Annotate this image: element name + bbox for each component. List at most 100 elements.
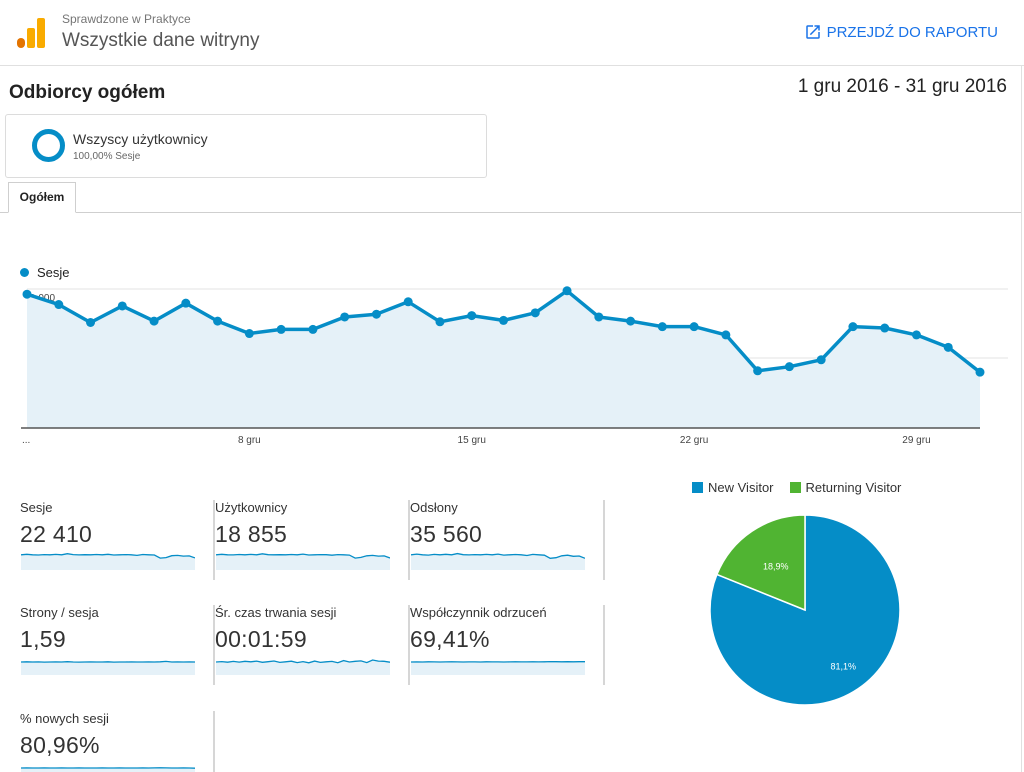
- pie-legend[interactable]: New Visitor Returning Visitor: [692, 480, 901, 495]
- segment-card[interactable]: Wszyscy użytkownicy 100,00% Sesje: [5, 114, 487, 178]
- data-point-day-14[interactable]: [435, 317, 445, 327]
- returning-visitor-label: Returning Visitor: [805, 480, 902, 495]
- go-to-report-label: PRZEJDŹ DO RAPORTU: [826, 23, 998, 41]
- data-point-day-26[interactable]: [816, 355, 826, 365]
- data-point-day-20[interactable]: [626, 316, 636, 326]
- metric-label: % nowych sesji: [20, 711, 109, 726]
- data-point-day-13[interactable]: [403, 297, 413, 307]
- pie-legend-new[interactable]: New Visitor: [692, 480, 774, 495]
- go-to-report-link[interactable]: PRZEJDŹ DO RAPORTU: [804, 23, 998, 41]
- data-point-day-31[interactable]: [975, 367, 985, 377]
- data-point-day-17[interactable]: [530, 308, 540, 318]
- sparkline-area: [21, 767, 195, 772]
- metric-value: 80,96%: [20, 732, 100, 758]
- pie-slice-label: 81,1%: [831, 662, 857, 672]
- x-tick-label: 8 gru: [238, 435, 261, 446]
- metric-sparkline: [411, 660, 585, 675]
- data-point-day-2[interactable]: [54, 300, 64, 310]
- data-point-day-5[interactable]: [149, 316, 159, 326]
- x-tick-label: 29 gru: [902, 435, 930, 446]
- metric-separator: [213, 711, 215, 772]
- sparkline-area: [216, 553, 390, 570]
- metric-separator: [603, 500, 605, 580]
- pie-slice-returning-visitor[interactable]: [715, 514, 806, 612]
- metric-sparkline: [411, 552, 585, 570]
- data-point-day-18[interactable]: [562, 286, 572, 296]
- sparkline-line: [411, 552, 585, 559]
- data-point-day-28[interactable]: [880, 323, 890, 333]
- metric-new-sessions-percent[interactable]: % nowych sesji 80,96%: [20, 711, 215, 772]
- data-point-day-27[interactable]: [848, 322, 858, 332]
- metric-separator: [213, 605, 215, 685]
- data-point-day-10[interactable]: [308, 324, 318, 334]
- data-point-day-29[interactable]: [911, 330, 921, 340]
- tab-divider: [0, 212, 1021, 213]
- new-visitor-label: New Visitor: [708, 480, 774, 495]
- sparkline-area: [21, 661, 195, 675]
- data-point-day-4[interactable]: [117, 301, 127, 311]
- metric-pages-per-session[interactable]: Strony / sesja 1,59: [20, 605, 215, 685]
- panel-border: [1021, 66, 1022, 772]
- metric-label: Sesje: [20, 500, 53, 515]
- visitor-type-pie-chart[interactable]: 81,1% 18,9%: [700, 505, 910, 715]
- sparkline-area: [411, 661, 585, 675]
- data-point-day-1[interactable]: [22, 289, 32, 299]
- sparkline-area: [411, 553, 585, 570]
- x-tick-label: ...: [22, 435, 30, 446]
- sparkline-line: [21, 660, 195, 663]
- metric-label: Użytkownicy: [215, 500, 288, 515]
- data-point-day-15[interactable]: [467, 311, 477, 321]
- x-tick-label: 22 gru: [680, 435, 708, 446]
- metric-pageviews[interactable]: Odsłony 35 560: [410, 500, 605, 580]
- sparkline-line: [21, 553, 195, 559]
- segment-ring-icon: [32, 129, 65, 162]
- metric-value: 1,59: [20, 626, 66, 652]
- metric-sparkline: [216, 659, 390, 675]
- data-point-day-25[interactable]: [784, 362, 794, 372]
- x-tick-label: 15 gru: [458, 435, 486, 446]
- sparkline-line: [216, 659, 390, 664]
- view-title[interactable]: Wszystkie dane witryny: [62, 30, 260, 51]
- metric-label: Śr. czas trwania sesji: [215, 605, 337, 620]
- metric-sparkline: [21, 660, 195, 675]
- data-point-day-3[interactable]: [86, 318, 96, 327]
- data-point-day-11[interactable]: [340, 312, 350, 322]
- open-in-new-icon: [805, 25, 820, 39]
- metric-label: Odsłony: [410, 500, 458, 515]
- metric-bounce-rate[interactable]: Współczynnik odrzuceń 69,41%: [410, 605, 605, 685]
- metric-users[interactable]: Użytkownicy 18 855: [215, 500, 410, 580]
- data-point-day-22[interactable]: [689, 322, 699, 332]
- segment-percent: 100,00% Sesje: [73, 151, 141, 162]
- data-point-day-8[interactable]: [244, 329, 254, 339]
- metric-sparkline: [21, 767, 195, 772]
- data-point-day-9[interactable]: [276, 324, 286, 334]
- metric-sessions[interactable]: Sesje 22 410: [20, 500, 215, 580]
- analytics-logo-icon: [17, 18, 45, 48]
- metric-sparkline: [21, 553, 195, 570]
- data-point-day-12[interactable]: [371, 309, 381, 319]
- metric-label: Strony / sesja: [20, 605, 99, 620]
- metric-separator: [603, 605, 605, 685]
- account-breadcrumb[interactable]: Sprawdzone w Praktyce: [62, 12, 191, 26]
- data-point-day-21[interactable]: [657, 322, 667, 332]
- data-point-day-6[interactable]: [181, 298, 191, 308]
- sparkline-area: [216, 660, 390, 675]
- metric-value: 69,41%: [410, 626, 490, 652]
- tab-overview[interactable]: Ogółem: [8, 182, 76, 213]
- metric-separator: [408, 605, 410, 685]
- metric-avg-session-duration[interactable]: Śr. czas trwania sesji 00:01:59: [215, 605, 410, 685]
- sparkline-line: [216, 553, 390, 559]
- metric-value: 35 560: [410, 521, 483, 547]
- date-range[interactable]: 1 gru 2016 - 31 gru 2016: [797, 76, 1007, 97]
- data-point-day-19[interactable]: [594, 312, 604, 322]
- chart-legend[interactable]: Sesje: [20, 265, 70, 280]
- data-point-day-7[interactable]: [213, 316, 223, 326]
- metric-separator: [213, 500, 215, 580]
- data-point-day-16[interactable]: [499, 315, 508, 325]
- pie-legend-returning[interactable]: Returning Visitor: [789, 480, 902, 495]
- data-point-day-30[interactable]: [943, 342, 953, 352]
- segment-name: Wszyscy użytkownicy: [73, 131, 208, 147]
- data-point-day-23[interactable]: [721, 330, 731, 340]
- data-point-day-24[interactable]: [753, 366, 763, 376]
